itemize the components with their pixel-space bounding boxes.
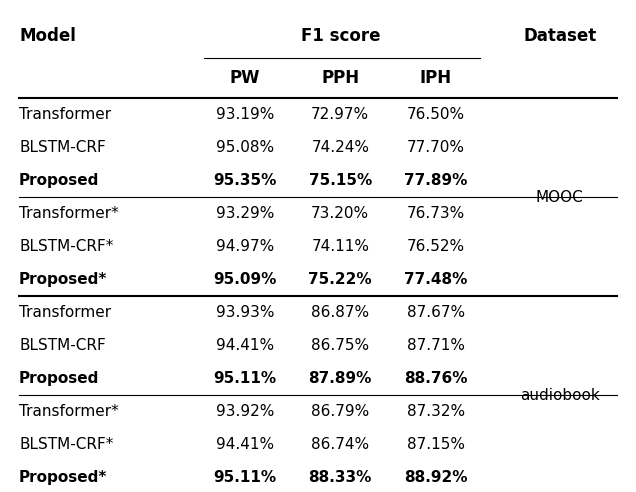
Text: 94.41%: 94.41% <box>216 437 274 452</box>
Text: BLSTM-CRF*: BLSTM-CRF* <box>19 239 113 254</box>
Text: 94.41%: 94.41% <box>216 338 274 353</box>
Text: Proposed*: Proposed* <box>19 272 107 287</box>
Text: Proposed*: Proposed* <box>19 470 107 485</box>
Text: 95.35%: 95.35% <box>213 173 277 188</box>
Text: MOOC: MOOC <box>536 190 584 205</box>
Text: 88.76%: 88.76% <box>404 371 467 386</box>
Text: Transformer: Transformer <box>19 305 111 320</box>
Text: 87.71%: 87.71% <box>406 338 465 353</box>
Text: 87.89%: 87.89% <box>308 371 372 386</box>
Text: 93.29%: 93.29% <box>216 206 274 221</box>
Text: 95.11%: 95.11% <box>213 470 277 485</box>
Text: 86.75%: 86.75% <box>311 338 370 353</box>
Text: 93.92%: 93.92% <box>216 404 274 419</box>
Text: 88.33%: 88.33% <box>308 470 372 485</box>
Text: 86.74%: 86.74% <box>311 437 370 452</box>
Text: 73.20%: 73.20% <box>311 206 370 221</box>
Text: audiobook: audiobook <box>520 388 600 402</box>
Text: PW: PW <box>230 69 260 87</box>
Text: 77.70%: 77.70% <box>406 140 465 155</box>
Text: Transformer*: Transformer* <box>19 206 119 221</box>
Text: 76.73%: 76.73% <box>406 206 465 221</box>
Text: Proposed: Proposed <box>19 173 99 188</box>
Text: 95.09%: 95.09% <box>213 272 277 287</box>
Text: Model: Model <box>19 27 76 45</box>
Text: Transformer: Transformer <box>19 107 111 123</box>
Text: 77.89%: 77.89% <box>404 173 467 188</box>
Text: 74.24%: 74.24% <box>311 140 370 155</box>
Text: Proposed: Proposed <box>19 371 99 386</box>
Text: BLSTM-CRF: BLSTM-CRF <box>19 140 106 155</box>
Text: 72.97%: 72.97% <box>311 107 370 123</box>
Text: 93.19%: 93.19% <box>216 107 274 123</box>
Text: IPH: IPH <box>420 69 452 87</box>
Text: 76.50%: 76.50% <box>406 107 465 123</box>
Text: 93.93%: 93.93% <box>216 305 274 320</box>
Text: BLSTM-CRF: BLSTM-CRF <box>19 338 106 353</box>
Text: 87.32%: 87.32% <box>406 404 465 419</box>
Text: BLSTM-CRF*: BLSTM-CRF* <box>19 437 113 452</box>
Text: 87.67%: 87.67% <box>406 305 465 320</box>
Text: Dataset: Dataset <box>523 27 597 45</box>
Text: 74.11%: 74.11% <box>311 239 370 254</box>
Text: Transformer*: Transformer* <box>19 404 119 419</box>
Text: 95.08%: 95.08% <box>216 140 274 155</box>
Text: 86.87%: 86.87% <box>311 305 370 320</box>
Text: 87.15%: 87.15% <box>406 437 465 452</box>
Text: 75.22%: 75.22% <box>308 272 372 287</box>
Text: F1 score: F1 score <box>301 27 380 45</box>
Text: 94.97%: 94.97% <box>216 239 274 254</box>
Text: 77.48%: 77.48% <box>404 272 467 287</box>
Text: 76.52%: 76.52% <box>406 239 465 254</box>
Text: 75.15%: 75.15% <box>308 173 372 188</box>
Text: 95.11%: 95.11% <box>213 371 277 386</box>
Text: 86.79%: 86.79% <box>311 404 370 419</box>
Text: PPH: PPH <box>321 69 359 87</box>
Text: 88.92%: 88.92% <box>404 470 467 485</box>
